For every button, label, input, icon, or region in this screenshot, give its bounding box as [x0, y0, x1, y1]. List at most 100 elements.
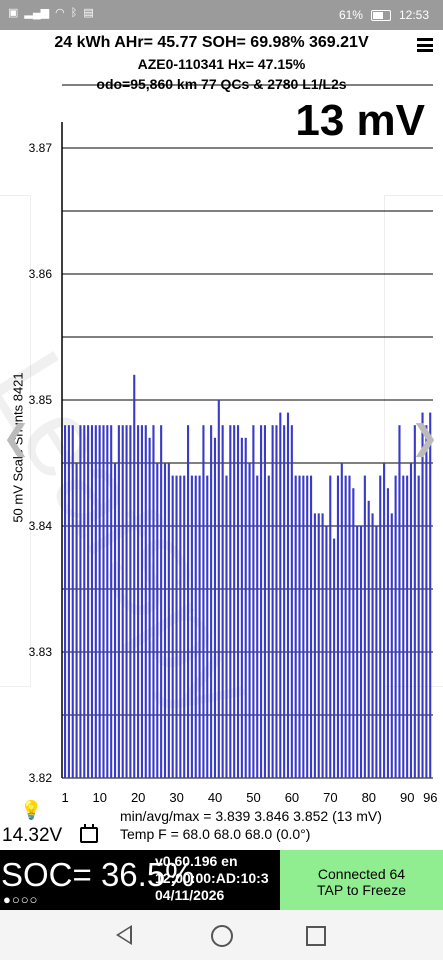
cell-bar — [356, 526, 359, 778]
left-panel-frame — [0, 195, 31, 687]
header-vin-line: AZE0-110341 Hx= 47.15% — [137, 56, 306, 72]
nfc-icon: ▣ — [8, 7, 19, 19]
next-arrow-icon[interactable]: ❯ — [410, 419, 440, 457]
cell-bar — [275, 425, 278, 778]
cell-bar — [352, 488, 355, 778]
cell-bar — [90, 425, 94, 778]
cell-bar — [229, 425, 232, 778]
cell-bar — [106, 425, 109, 778]
cell-bar — [160, 425, 163, 778]
cell-bar — [113, 463, 117, 778]
cell-bar — [386, 488, 389, 778]
cell-bar — [317, 513, 320, 778]
cell-bar — [313, 513, 316, 778]
cell-bar — [336, 475, 340, 778]
connection-freeze-button[interactable]: Connected 64 TAP to Freeze — [280, 850, 443, 910]
cell-bar — [398, 425, 401, 778]
x-tick-label: 40 — [207, 790, 223, 805]
x-tick-label: 50 — [246, 790, 261, 805]
y-tick-label: 3.87 — [28, 141, 52, 155]
cell-bar — [329, 475, 332, 778]
cell-bar — [175, 475, 178, 778]
cell-bar — [333, 538, 336, 778]
cell-bar — [125, 425, 128, 778]
cell-bar — [190, 475, 193, 778]
cell-bar — [121, 425, 124, 778]
cell-bar — [421, 412, 424, 778]
y-tick-label: 3.84 — [28, 519, 52, 533]
cell-voltage-chart[interactable] — [0, 0, 443, 800]
cell-bar — [279, 412, 282, 778]
cell-bar — [321, 513, 324, 778]
cell-bar — [163, 463, 167, 778]
back-icon[interactable] — [116, 925, 132, 945]
cell-bar — [256, 475, 259, 778]
battery-icon — [370, 9, 391, 21]
cell-bar — [194, 475, 197, 778]
cell-bar — [306, 475, 309, 778]
cell-bar — [394, 475, 397, 778]
previous-arrow-icon[interactable]: ❮ — [2, 419, 31, 457]
recent-apps-icon[interactable] — [306, 926, 326, 946]
android-nav-bar — [0, 910, 443, 960]
cell-bar — [298, 475, 301, 778]
header-capacity-line: 24 kWh AHr= 45.77 SOH= 69.98% 369.21V — [54, 34, 369, 51]
cell-bar — [302, 475, 305, 778]
cell-bar — [406, 475, 409, 778]
cell-bar — [325, 526, 328, 778]
cell-bar — [217, 400, 220, 778]
cell-bar — [409, 463, 413, 778]
x-tick-label: 10 — [92, 790, 107, 805]
lightbulb-icon[interactable]: 💡 — [20, 800, 43, 820]
cell-bar — [225, 475, 228, 778]
calendar-icon[interactable] — [80, 824, 98, 843]
cell-bar — [236, 425, 240, 778]
cell-bar — [340, 463, 343, 778]
soc-panel[interactable]: SOC= 36.5% ●○○○ v0.60.196 en 12:00:00:AD… — [0, 850, 280, 910]
cell-bar — [156, 463, 159, 778]
cell-bar — [271, 425, 274, 778]
x-tick-label: 96 — [423, 790, 438, 805]
y-tick-label: 3.82 — [28, 771, 52, 785]
cell-bar — [344, 475, 347, 778]
cell-bar — [375, 526, 378, 778]
cell-bar — [64, 425, 67, 778]
cell-bar — [283, 425, 286, 778]
x-tick-label: 60 — [284, 790, 300, 805]
cell-bar — [294, 475, 297, 778]
signal-icon: ▂▄▆ — [24, 7, 50, 19]
cell-bar — [359, 526, 363, 778]
cell-bar — [179, 475, 182, 778]
cell-bar — [210, 425, 213, 778]
cell-bar — [133, 374, 136, 778]
cell-bar — [367, 500, 370, 778]
cell-bar — [267, 475, 270, 778]
bluetooth-icon: ᛒ — [70, 7, 78, 19]
temperature-readout: Temp F = 68.0 68.0 68.0 (0.0°) — [120, 826, 311, 842]
x-tick-label: 70 — [323, 790, 338, 805]
cell-bar — [167, 463, 170, 778]
cell-bar — [87, 425, 90, 778]
soc-value: SOC= 36.5% — [1, 856, 195, 893]
y-tick-label: 3.85 — [28, 393, 52, 407]
home-icon[interactable] — [211, 925, 233, 947]
cell-bar — [417, 475, 420, 778]
menu-icon[interactable] — [417, 38, 433, 52]
cell-bar — [83, 425, 86, 778]
header-odo-line: odo=95,860 km 77 QCs & 2780 L1/L2s — [96, 76, 347, 92]
cell-bar — [187, 425, 190, 778]
cell-bar — [140, 425, 143, 778]
cell-bar — [383, 463, 386, 778]
cell-bar — [221, 425, 224, 778]
cell-bar — [402, 475, 405, 778]
cell-bar — [148, 437, 151, 778]
image-icon: ▤ — [83, 7, 94, 19]
x-tick-label: 90 — [400, 790, 415, 805]
cell-bar — [202, 425, 205, 778]
cell-bar — [117, 425, 120, 778]
cell-bar — [252, 425, 255, 778]
cell-bar — [152, 425, 155, 778]
cell-bar — [75, 463, 78, 778]
status-bar: ▣ ▂▄▆ ◠ ᛒ ▤ 61% 12:53 — [0, 0, 443, 30]
x-tick-label: 1 — [61, 790, 69, 805]
